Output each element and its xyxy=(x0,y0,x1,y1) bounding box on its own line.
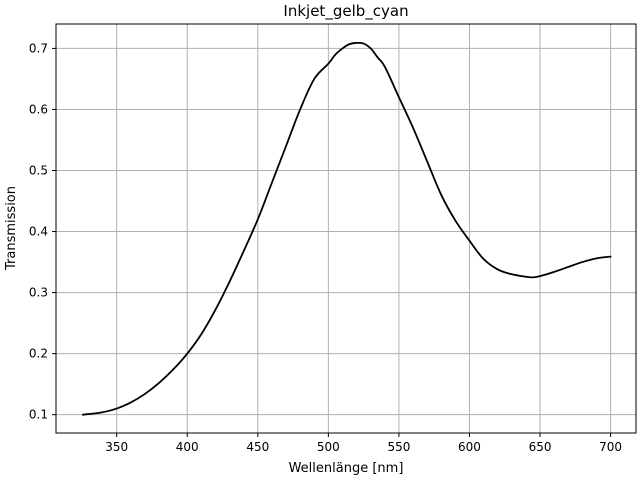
plot-frame xyxy=(55,23,637,434)
chart-title: Inkjet_gelb_cyan xyxy=(283,2,408,21)
x-tick-label: 400 xyxy=(176,440,199,454)
x-tick-label: 700 xyxy=(599,440,622,454)
y-axis-label: Transmission xyxy=(4,186,19,271)
y-tick-label: 0.1 xyxy=(29,408,48,422)
x-tick-label: 600 xyxy=(458,440,481,454)
y-tick-label: 0.3 xyxy=(29,286,48,300)
ticks: 350 400 450 500 550 600 650 700 0.1 0.2 0.3 0.4 0.5 0… xyxy=(29,41,622,454)
y-tick-label: 0.5 xyxy=(29,164,48,178)
x-tick-label: 500 xyxy=(317,440,340,454)
series-line xyxy=(81,41,612,416)
x-tick-label: 350 xyxy=(105,440,128,454)
y-tick-label: 0.6 xyxy=(29,102,48,116)
x-tick-label: 450 xyxy=(246,440,269,454)
y-tick-label: 0.2 xyxy=(29,347,48,361)
x-tick-label: 650 xyxy=(529,440,552,454)
x-tick-label: 550 xyxy=(387,440,410,454)
x-axis-label: Wellenlänge [nm] xyxy=(289,461,404,476)
series-layer xyxy=(81,41,612,416)
y-tick-label: 0.7 xyxy=(29,41,48,55)
grid xyxy=(56,24,636,433)
y-tick-label: 0.4 xyxy=(29,225,48,239)
